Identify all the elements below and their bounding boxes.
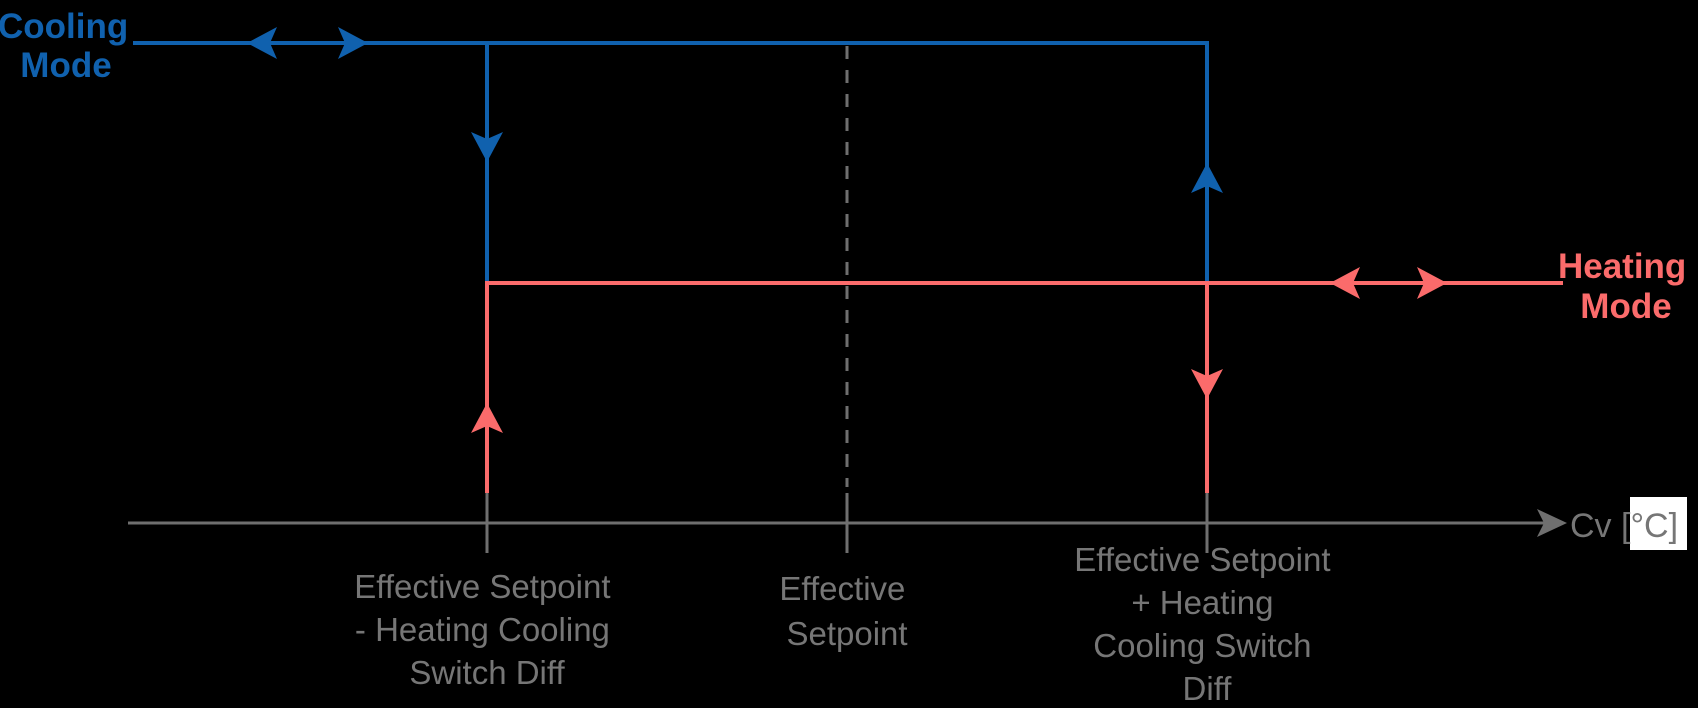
heating-arrow-down-icon <box>1191 369 1223 399</box>
tick-label-line: Effective Setpoint <box>354 568 610 605</box>
tick-label-line: Effective <box>779 570 905 607</box>
tick-label-line: Switch Diff <box>409 654 565 691</box>
heating-arrow-right-icon <box>1417 267 1447 299</box>
cooling-mode-label: Cooling Mode <box>0 7 138 85</box>
tick-label-setpoint-plus-diff: Effective Setpoint + Heating Cooling Swi… <box>1074 541 1339 707</box>
heating-mode-label-line2: Mode <box>1580 287 1671 326</box>
cooling-arrow-right-icon <box>338 27 368 59</box>
unit-highlight-box <box>1630 497 1687 550</box>
cooling-arrow-up-icon <box>1191 163 1223 193</box>
tick-label-setpoint-minus-diff: Effective Setpoint - Heating Cooling Swi… <box>354 568 619 691</box>
heating-mode-label: Heating Mode <box>1558 247 1696 326</box>
cooling-mode-label-line2: Mode <box>20 46 111 85</box>
x-axis-label: Cv [°C] <box>1570 507 1678 545</box>
tick-label-line: Effective Setpoint <box>1074 541 1330 578</box>
tick-label-setpoint: Effective Setpoint <box>779 570 914 652</box>
cooling-arrow-left-icon <box>247 27 277 59</box>
heating-curve <box>471 267 1563 493</box>
heating-mode-label-line1: Heating <box>1558 247 1686 286</box>
tick-label-line: Cooling Switch <box>1093 627 1311 664</box>
x-axis-label-unit: °C] <box>1630 507 1678 545</box>
cooling-curve <box>133 27 1223 283</box>
cooling-arrow-down-icon <box>471 132 503 162</box>
cooling-mode-label-line1: Cooling <box>0 7 128 46</box>
tick-label-line: + Heating <box>1131 584 1273 621</box>
tick-label-line: Setpoint <box>786 615 907 652</box>
tick-label-line: Diff <box>1183 670 1233 707</box>
heating-arrow-left-icon <box>1330 267 1360 299</box>
tick-label-line: - Heating Cooling <box>355 611 610 648</box>
x-axis-arrowhead-icon <box>1537 509 1567 537</box>
x-axis-label-prefix: Cv [ <box>1570 507 1631 545</box>
heating-arrow-up-icon <box>471 403 503 433</box>
